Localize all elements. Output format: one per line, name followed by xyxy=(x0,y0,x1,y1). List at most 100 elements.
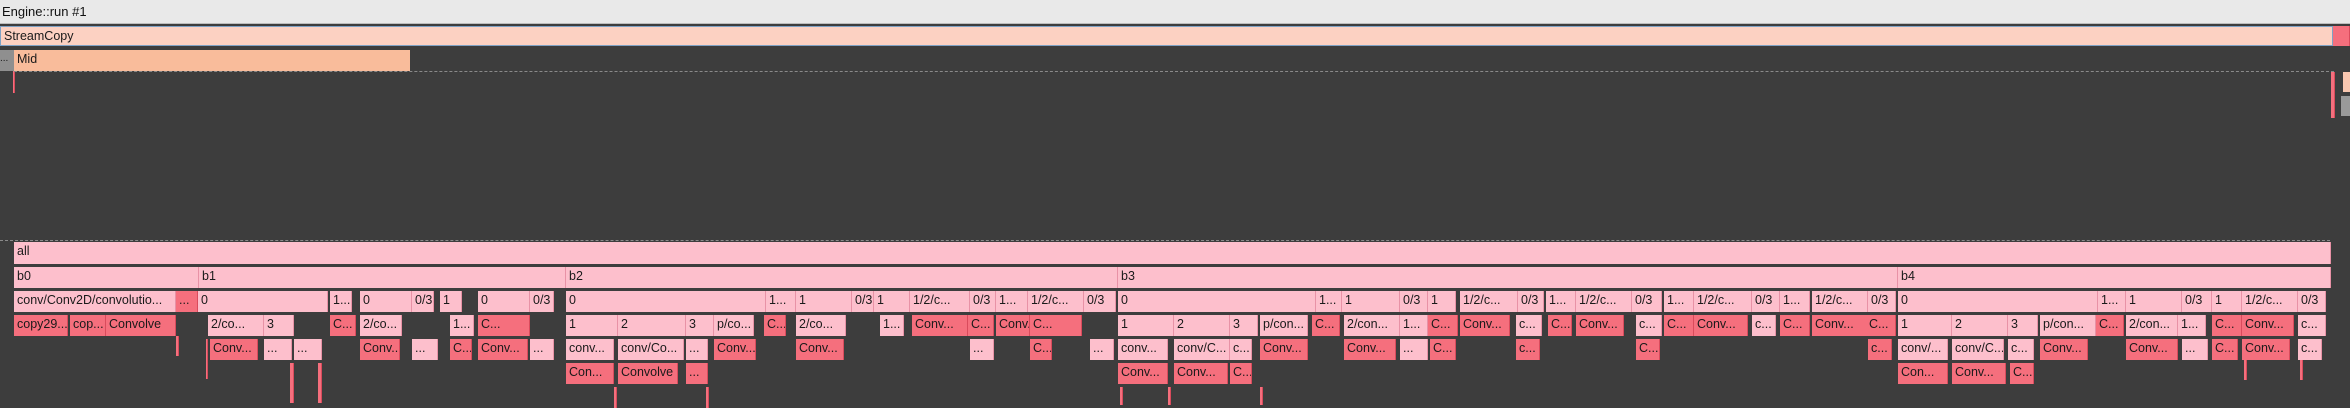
frame-r3-8[interactable]: conv... xyxy=(566,339,614,360)
frame-r1-17[interactable]: 1/2/c... xyxy=(1028,291,1084,312)
frame-r1-19[interactable]: 0 xyxy=(1118,291,1316,312)
stream-copy-tail[interactable] xyxy=(2333,26,2350,46)
frame-b3[interactable]: b3 xyxy=(1118,267,1898,288)
frame-r3-7[interactable]: ... xyxy=(530,339,554,360)
frame-r3-18[interactable]: c... xyxy=(1230,339,1252,360)
frame-r2-47[interactable]: 1... xyxy=(2178,315,2206,336)
frame-r2-13[interactable]: C... xyxy=(764,315,786,336)
frame-r1-20[interactable]: 1... xyxy=(1316,291,1342,312)
frame-r3-1[interactable]: ... xyxy=(264,339,292,360)
frame-r3-25[interactable]: c... xyxy=(1868,339,1892,360)
frame-r1-6[interactable]: 1 xyxy=(440,291,462,312)
frame-r3-2[interactable]: ... xyxy=(294,339,322,360)
frame-r1-36[interactable]: 1... xyxy=(2098,291,2126,312)
frame-r1-14[interactable]: 1/2/c... xyxy=(910,291,970,312)
frame-r2-29[interactable]: Conv... xyxy=(1460,315,1510,336)
frame-r2-19[interactable]: Conv... xyxy=(996,315,1030,336)
frame-r2-45[interactable]: C... xyxy=(2096,315,2124,336)
frame-r2-28[interactable]: C... xyxy=(1428,315,1458,336)
frame-r1-30[interactable]: 1/2/c... xyxy=(1694,291,1752,312)
frame-r3-22[interactable]: C... xyxy=(1430,339,1456,360)
frame-r2-36[interactable]: c... xyxy=(1752,315,1776,336)
frame-b1[interactable]: b1 xyxy=(199,267,566,288)
frame-r1-40[interactable]: 1/2/c... xyxy=(2242,291,2298,312)
frame-r3-27[interactable]: conv/C... xyxy=(1952,339,2004,360)
frame-r3-19[interactable]: Conv... xyxy=(1260,339,1308,360)
frame-r2-18[interactable]: C... xyxy=(968,315,994,336)
frame-r1-11[interactable]: 1 xyxy=(796,291,852,312)
frame-r1-18[interactable]: 0/3 xyxy=(1084,291,1116,312)
frame-r2-44[interactable]: p/con... xyxy=(2040,315,2096,336)
frame-r2-12[interactable]: p/co... xyxy=(714,315,754,336)
frame-r2-38[interactable]: Conv... xyxy=(1812,315,1868,336)
frame-r2-11[interactable]: 3 xyxy=(686,315,714,336)
frame-r2-48[interactable]: C... xyxy=(2212,315,2242,336)
frame-r3-32[interactable]: C... xyxy=(2212,339,2238,360)
frame-r3-24[interactable]: C... xyxy=(1636,339,1660,360)
frame-r1-32[interactable]: 1... xyxy=(1780,291,1810,312)
frame-r1-34[interactable]: 0/3 xyxy=(1868,291,1896,312)
frame-stub-6[interactable] xyxy=(1120,387,1123,405)
frame-r3-11[interactable]: Conv... xyxy=(714,339,756,360)
frame-r1-31[interactable]: 0/3 xyxy=(1752,291,1780,312)
frame-r2-26[interactable]: 2/con... xyxy=(1344,315,1400,336)
frame-r3-0[interactable]: Conv... xyxy=(210,339,258,360)
frame-stub-4[interactable] xyxy=(614,387,617,408)
frame-r3-12[interactable]: Conv... xyxy=(796,339,844,360)
frame-r2-2[interactable]: Convolve xyxy=(106,315,176,336)
frame-r4-4[interactable]: Conv... xyxy=(1174,363,1228,384)
frame-r3-23[interactable]: c... xyxy=(1516,339,1540,360)
mid-lane[interactable]: Mid xyxy=(14,50,410,71)
frame-r3-10[interactable]: ... xyxy=(686,339,708,360)
frame-r4-5[interactable]: C... xyxy=(1230,363,1252,384)
frame-r3-17[interactable]: conv/C... xyxy=(1174,339,1230,360)
frame-r1-13[interactable]: 1 xyxy=(874,291,910,312)
frame-r2-8[interactable]: C... xyxy=(478,315,530,336)
frame-r2-43[interactable]: 3 xyxy=(2008,315,2038,336)
frame-r1-41[interactable]: 0/3 xyxy=(2298,291,2326,312)
frame-r1-28[interactable]: 0/3 xyxy=(1632,291,1662,312)
frame-r1-2[interactable]: 0 xyxy=(198,291,328,312)
frame-r1-9[interactable]: 0 xyxy=(566,291,766,312)
frame-r2-32[interactable]: Conv... xyxy=(1576,315,1624,336)
frame-r1-25[interactable]: 0/3 xyxy=(1518,291,1544,312)
frame-r1-24[interactable]: 1/2/c... xyxy=(1460,291,1518,312)
frame-r3-21[interactable]: ... xyxy=(1400,339,1428,360)
frame-stub-0[interactable] xyxy=(176,336,179,356)
frame-stub-7[interactable] xyxy=(1168,387,1171,405)
frame-r4-2[interactable]: ... xyxy=(686,363,708,384)
frame-r4-7[interactable]: Conv... xyxy=(1952,363,2006,384)
frame-r2-22[interactable]: 2 xyxy=(1174,315,1230,336)
frame-r4-1[interactable]: Convolve xyxy=(618,363,678,384)
frame-r2-34[interactable]: C... xyxy=(1664,315,1694,336)
frame-r3-29[interactable]: Conv... xyxy=(2040,339,2088,360)
frame-r1-37[interactable]: 1 xyxy=(2126,291,2182,312)
frame-b4[interactable]: b4 xyxy=(1898,267,2331,288)
frame-r2-24[interactable]: p/con... xyxy=(1260,315,1308,336)
frame-r2-21[interactable]: 1 xyxy=(1118,315,1174,336)
frame-r2-9[interactable]: 1 xyxy=(566,315,618,336)
frame-r3-33[interactable]: Conv... xyxy=(2242,339,2290,360)
frame-r1-26[interactable]: 1... xyxy=(1546,291,1576,312)
frame-r1-29[interactable]: 1... xyxy=(1664,291,1694,312)
frame-r1-12[interactable]: 0/3 xyxy=(852,291,874,312)
frame-stub-10[interactable] xyxy=(2244,360,2247,380)
frame-r3-16[interactable]: conv... xyxy=(1118,339,1168,360)
frame-r4-0[interactable]: Con... xyxy=(566,363,614,384)
frame-r1-16[interactable]: 1... xyxy=(996,291,1028,312)
frame-r2-6[interactable]: 2/co... xyxy=(360,315,402,336)
frame-r3-15[interactable]: ... xyxy=(1090,339,1114,360)
frame-r1-5[interactable]: 0/3 xyxy=(412,291,434,312)
frame-r1-7[interactable]: 0 xyxy=(478,291,530,312)
frame-r3-28[interactable]: c... xyxy=(2008,339,2034,360)
frame-r2-40[interactable]: C... xyxy=(1866,315,1896,336)
frame-r3-9[interactable]: conv/Co... xyxy=(618,339,684,360)
frame-r2-30[interactable]: c... xyxy=(1516,315,1542,336)
frame-stub-3[interactable] xyxy=(318,363,322,403)
frame-r1-27[interactable]: 1/2/c... xyxy=(1576,291,1632,312)
frame-r1-1[interactable]: ... xyxy=(176,291,198,312)
frame-r2-46[interactable]: 2/con... xyxy=(2126,315,2178,336)
frame-r3-31[interactable]: ... xyxy=(2182,339,2208,360)
frame-r2-49[interactable]: Conv... xyxy=(2242,315,2294,336)
frame-r1-22[interactable]: 0/3 xyxy=(1400,291,1428,312)
